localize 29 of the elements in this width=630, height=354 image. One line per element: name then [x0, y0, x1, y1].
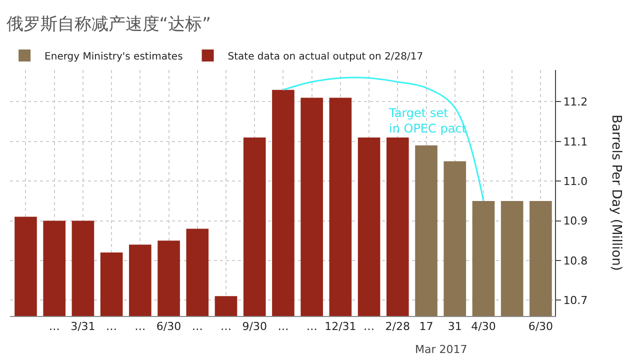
- x-tick-label: …: [48, 320, 60, 334]
- x-tick-label: 9/30: [242, 320, 267, 334]
- x-tick-label: 4/30: [471, 320, 496, 334]
- x-tick-label: 6/30: [528, 320, 554, 334]
- chart-title: 俄罗斯自称减产速度“达标”: [6, 14, 211, 35]
- x-tick-label: …: [220, 320, 232, 334]
- x-tick-label: 17: [419, 320, 434, 334]
- x-tick-label: …: [278, 320, 289, 334]
- text: Mar 2017: [415, 343, 468, 354]
- x-tick-label: 6/30: [156, 320, 182, 334]
- x-tick-label: …: [192, 320, 203, 334]
- y-tick-label: 10.9: [563, 214, 588, 228]
- legend-label: Energy Ministry's estimates: [44, 51, 183, 62]
- y-tick-label: 10.7: [563, 294, 588, 307]
- y-tick-label: 11.0: [563, 174, 588, 188]
- legend-label: State data on actual output on 2/28/17: [228, 51, 424, 62]
- line-series: [282, 76, 484, 202]
- x-tick-label: 2/28: [385, 320, 410, 334]
- x-tick-label: 12/31: [324, 320, 356, 334]
- x-tick-label: 3/31: [70, 320, 96, 334]
- y-axis-title: Barrels Per Day (Million): [608, 114, 624, 271]
- y-tick-label: 10.8: [563, 254, 588, 268]
- x-tick-label: …: [134, 320, 146, 334]
- x-tick-label: 31: [448, 320, 462, 334]
- y-tick-label: 11.2: [563, 96, 588, 109]
- x-tick-label: …: [106, 320, 118, 334]
- y-tick-label: 11.1: [563, 135, 588, 148]
- x-tick-label: …: [364, 320, 375, 334]
- x-tick-label: …: [306, 320, 318, 334]
